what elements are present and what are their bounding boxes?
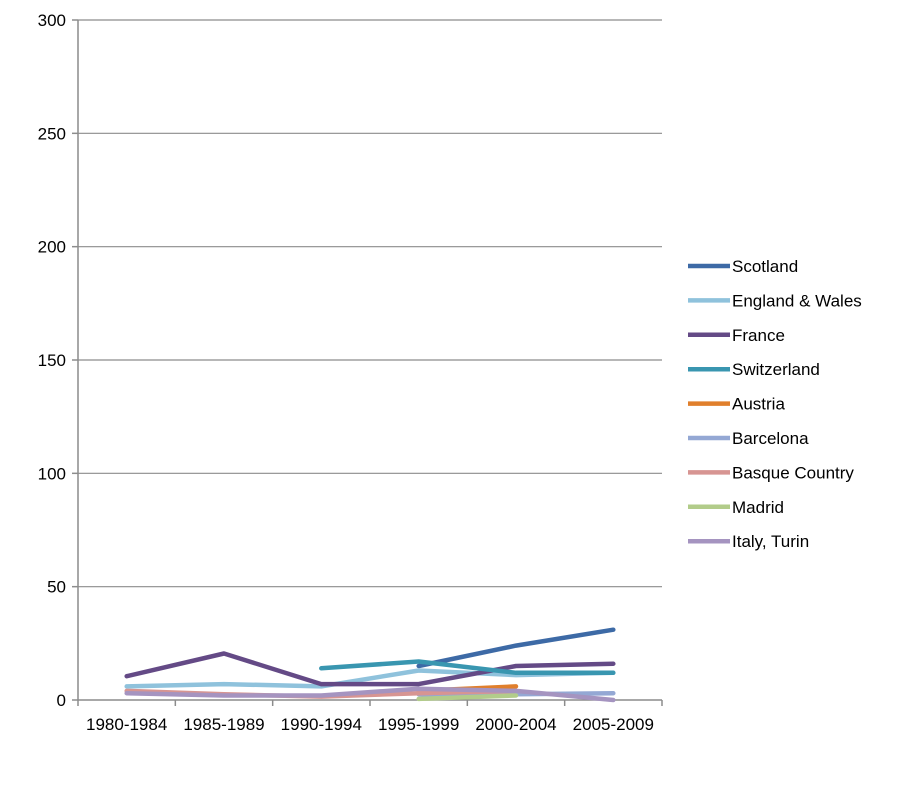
legend-label: Barcelona bbox=[732, 429, 809, 448]
y-tick-label: 250 bbox=[38, 124, 66, 143]
x-tick-label: 1985-1989 bbox=[183, 715, 264, 734]
series-line-italy-turin bbox=[124, 686, 616, 703]
legend-label: Italy, Turin bbox=[732, 532, 809, 551]
legend-label: Scotland bbox=[732, 257, 798, 276]
series-line-scotland bbox=[416, 627, 616, 669]
x-tick-label: 1980-1984 bbox=[86, 715, 167, 734]
y-tick-label: 100 bbox=[38, 464, 66, 483]
legend-item-barcelona: Barcelona bbox=[688, 429, 809, 448]
x-tick-label: 2000-2004 bbox=[475, 715, 556, 734]
y-tick-label: 0 bbox=[57, 691, 66, 710]
gridlines bbox=[78, 19, 662, 588]
legend-item-madrid: Madrid bbox=[688, 498, 784, 517]
x-tick-label: 1990-1994 bbox=[281, 715, 362, 734]
legend: Scotland England & Wales France Switzerland… bbox=[688, 257, 862, 551]
legend-item-france: France bbox=[688, 326, 785, 345]
legend-label: France bbox=[732, 326, 785, 345]
legend-item-scotland: Scotland bbox=[688, 257, 798, 276]
series-line-madrid bbox=[416, 693, 519, 702]
x-tick-label: 1995-1999 bbox=[378, 715, 459, 734]
y-tick-label: 150 bbox=[38, 351, 66, 370]
series-line-switzerland bbox=[319, 659, 616, 676]
legend-label: Austria bbox=[732, 395, 785, 414]
legend-label: Basque Country bbox=[732, 463, 854, 482]
legend-item-basque-country: Basque Country bbox=[688, 463, 854, 482]
legend-item-italy-turin: Italy, Turin bbox=[688, 532, 809, 551]
tick-labels: 0 50 100 150 200 250 300 1980-1984 1985-1989 1990… bbox=[38, 11, 654, 734]
x-tick-label: 2005-2009 bbox=[573, 715, 654, 734]
y-tick-label: 200 bbox=[38, 238, 66, 257]
axes bbox=[72, 19, 663, 706]
y-tick-label: 50 bbox=[47, 578, 66, 597]
legend-label: England & Wales bbox=[732, 291, 862, 310]
series-lines bbox=[124, 627, 616, 703]
legend-item-austria: Austria bbox=[688, 395, 785, 414]
series-line-france bbox=[124, 651, 616, 687]
legend-label: Switzerland bbox=[732, 360, 820, 379]
y-tick-label: 300 bbox=[38, 11, 66, 30]
legend-label: Madrid bbox=[732, 498, 784, 517]
legend-item-england-wales: England & Wales bbox=[688, 291, 862, 310]
legend-item-switzerland: Switzerland bbox=[688, 360, 820, 379]
